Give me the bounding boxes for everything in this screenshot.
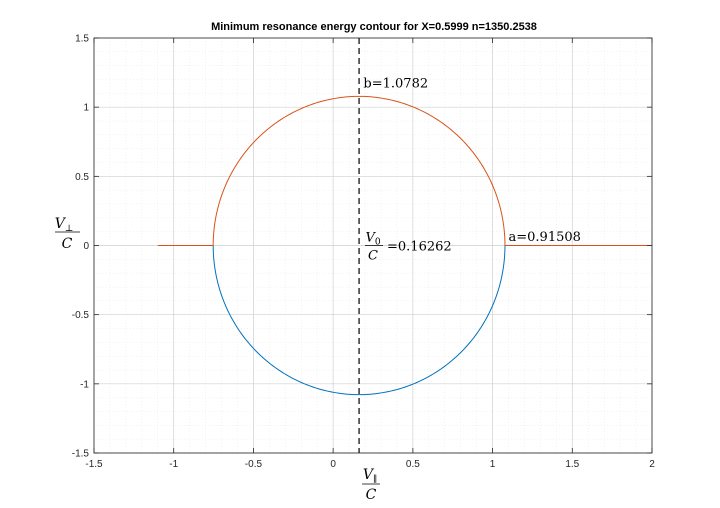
- x-label-numerator-var: V: [363, 467, 375, 483]
- y-label-numerator-var: V: [55, 216, 67, 232]
- x-axis-label: V∥ C: [362, 467, 380, 503]
- upper-contour-arc: [212, 95, 506, 246]
- y-tick-label: -0.5: [72, 310, 90, 321]
- y-axis-label: V⊥ C: [55, 216, 80, 252]
- chart-title: Minimum resonance energy contour for X=0…: [211, 21, 537, 33]
- y-tick-label: 0: [83, 241, 89, 252]
- y-tick-label: 1: [83, 103, 89, 114]
- y-tick-label: -1: [80, 379, 89, 390]
- x-tick-label: -1: [169, 459, 178, 470]
- y-label-numerator: V⊥: [55, 216, 74, 234]
- x-tick-label: 0: [330, 459, 336, 470]
- x-tick-label: 0.5: [406, 459, 420, 470]
- annotation-a: a=0.91508: [509, 230, 581, 245]
- annotations: b=1.0782 a=0.91508 V0C =0.16262: [363, 76, 580, 263]
- y-tick-label: 0.5: [75, 172, 89, 183]
- annotation-v0-denominator: C: [368, 249, 378, 264]
- x-tick-label: 1.5: [565, 459, 579, 470]
- x-label-numerator: V∥: [363, 467, 377, 485]
- annotation-b: b=1.0782: [363, 76, 428, 91]
- y-label-numerator-sub: ⊥: [65, 224, 73, 234]
- x-tick-label: 1: [490, 459, 496, 470]
- x-label-numerator-sub: ∥: [373, 474, 377, 485]
- x-tick-label: -0.5: [245, 459, 263, 470]
- x-tick-label: -1.5: [85, 459, 103, 470]
- annotation-v0-numerator: V0: [365, 231, 380, 248]
- x-tick-label: 2: [649, 459, 655, 470]
- x-label-denominator: C: [366, 487, 377, 503]
- lower-contour-arc: [212, 245, 506, 396]
- ticks: -1.5 -1 -0.5 0 0.5 1 1.5 2 -1.5 -1 -0.5 0 0.5 1 1.5: [72, 34, 655, 471]
- y-label-denominator: C: [62, 236, 73, 252]
- y-tick-label: -1.5: [72, 449, 90, 460]
- plot-area[interactable]: b=1.0782 a=0.91508 V0C =0.16262 -1.5 -1 -0.5 0…: [72, 34, 655, 471]
- y-tick-label: 1.5: [75, 34, 89, 45]
- annotation-v0-value: =0.16262: [387, 240, 452, 255]
- curves: [157, 38, 652, 453]
